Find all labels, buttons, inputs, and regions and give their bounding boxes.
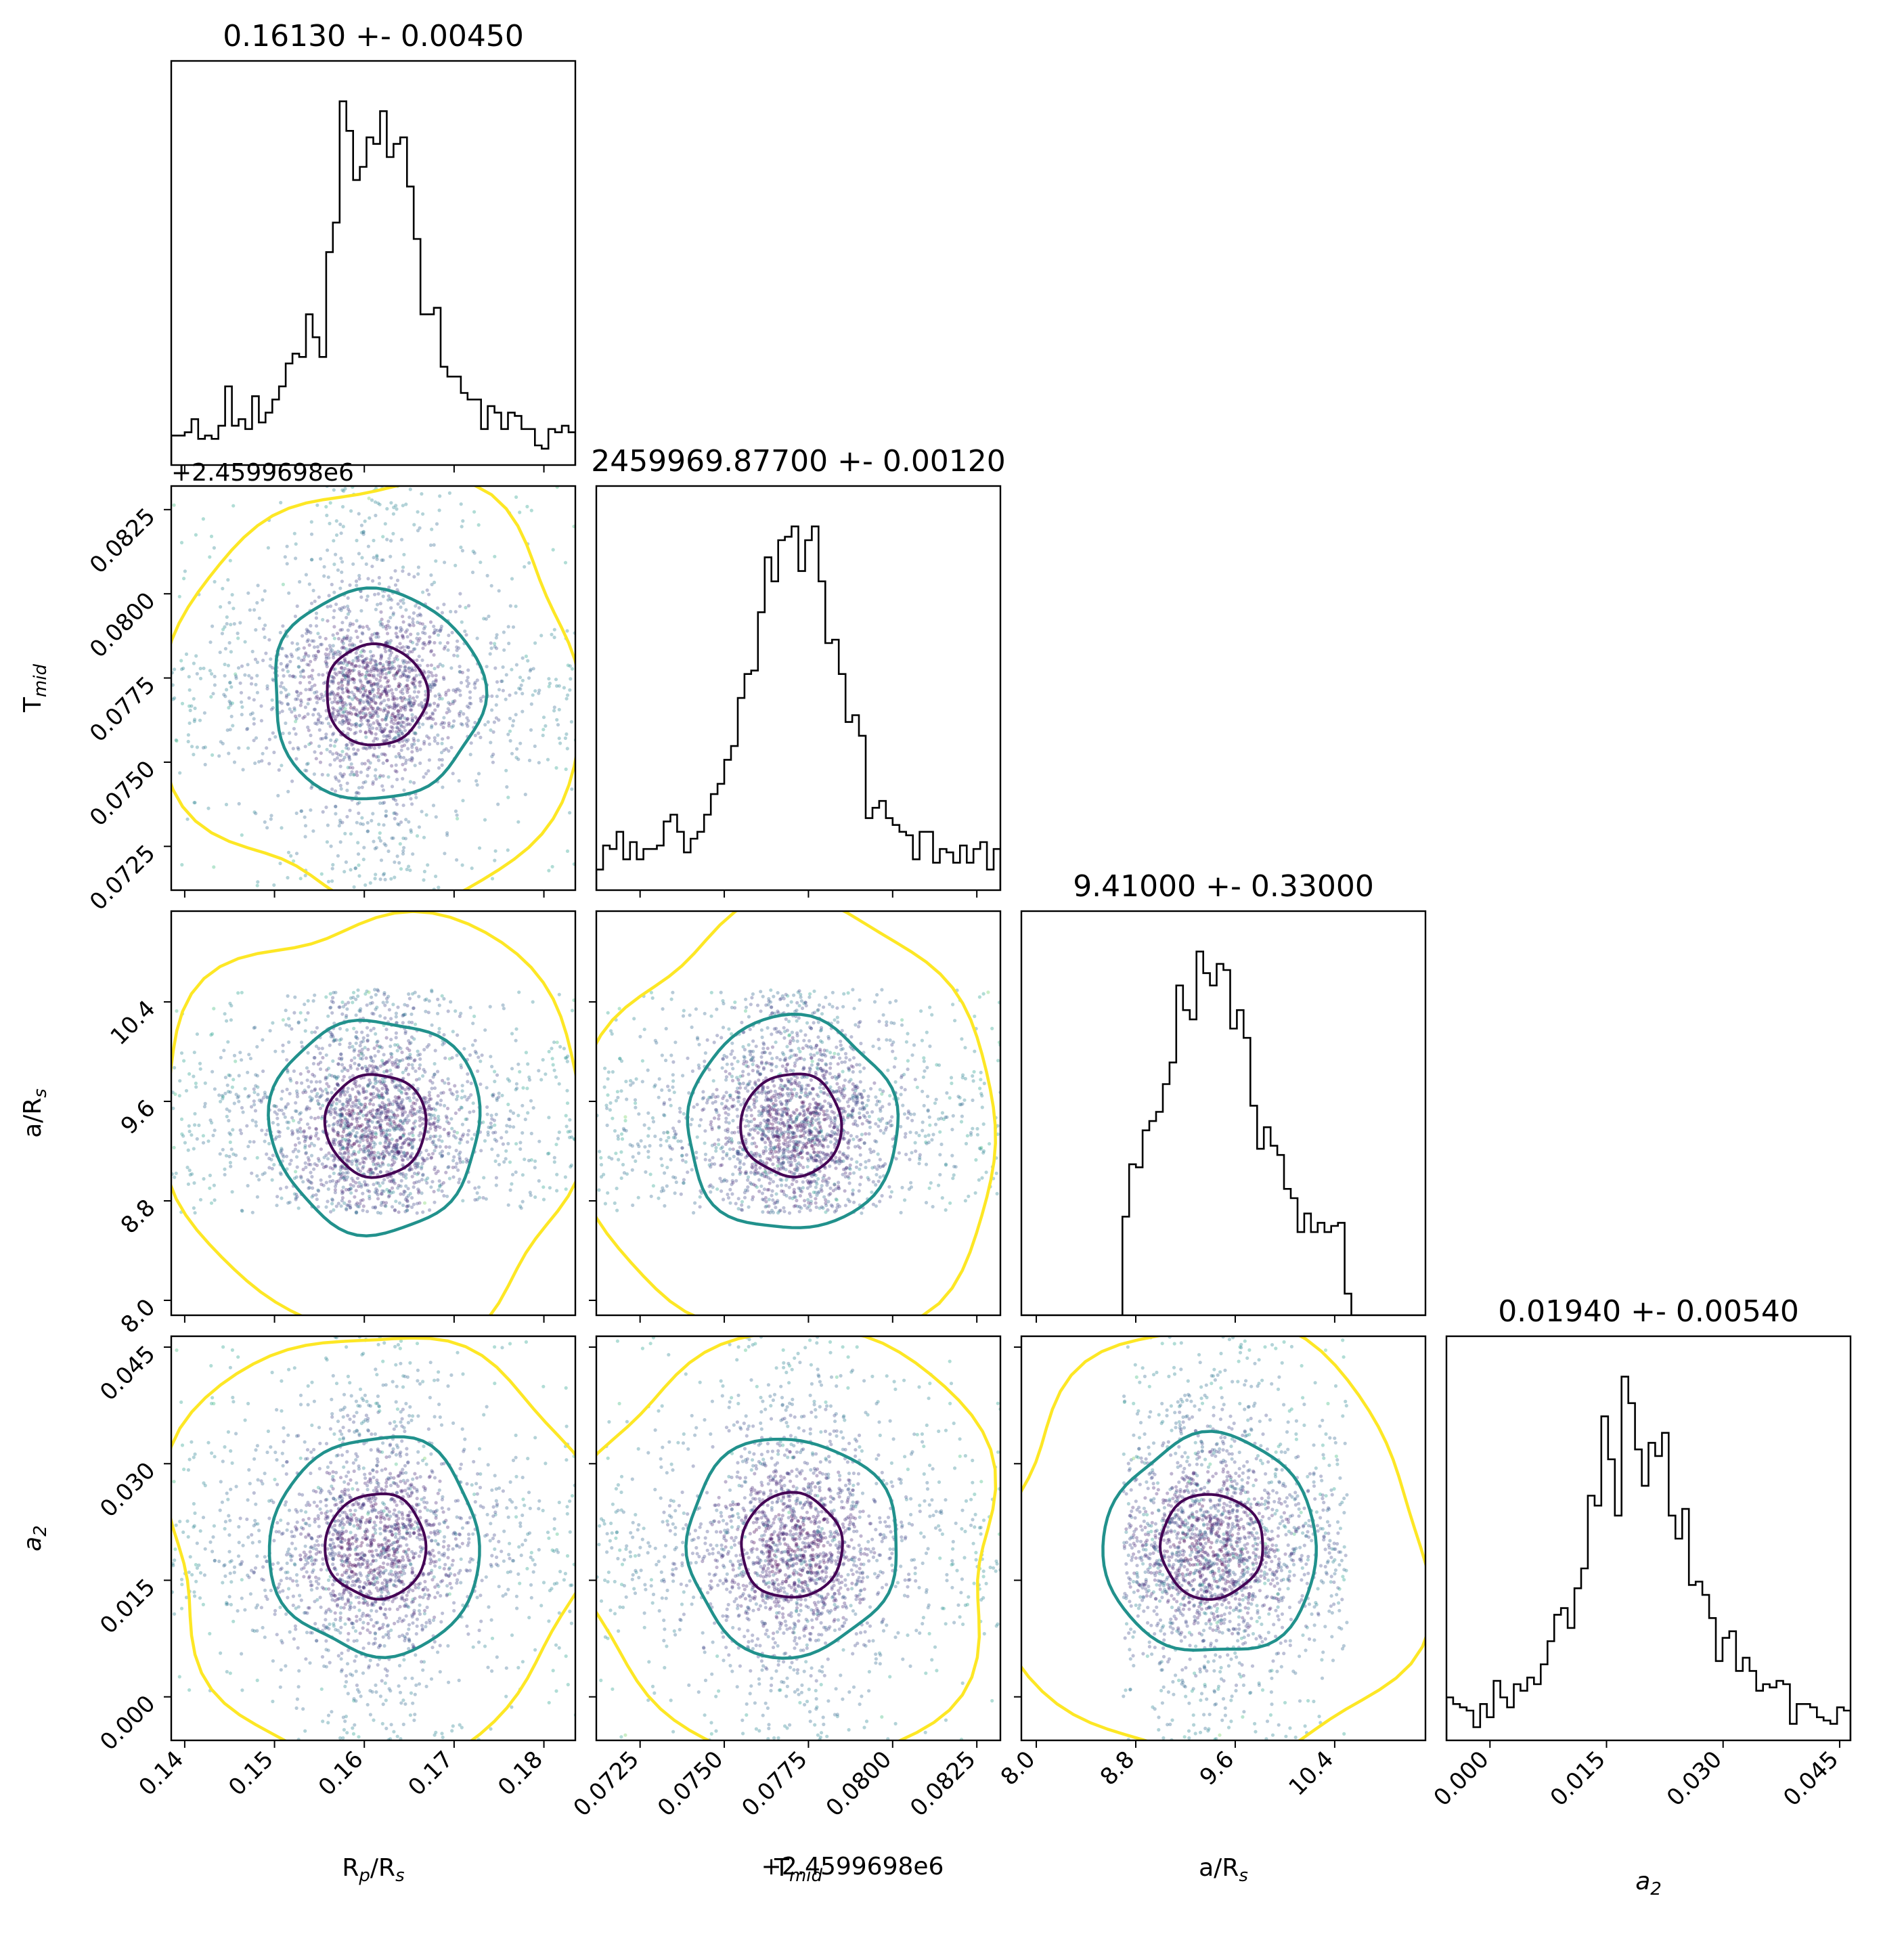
- xtick-tmid: 0.0825: [905, 1746, 981, 1822]
- ytick-ars: 10.4: [106, 995, 161, 1051]
- ytick-a2: 0.015: [95, 1574, 160, 1640]
- ytick-a2: 0.045: [95, 1340, 160, 1406]
- xtick-rp: 0.17: [403, 1746, 458, 1801]
- xtick-tmid: 0.0725: [569, 1746, 644, 1822]
- xtick-offset-tmid: +2.4599698e6: [761, 1853, 944, 1880]
- title-a2: 0.01940 +- 0.00540: [1498, 1294, 1799, 1329]
- ylabel-a2: a2: [19, 1525, 51, 1552]
- xtick-ars: 10.4: [1283, 1746, 1339, 1801]
- xlabel-tmid: Tmid: [774, 1854, 823, 1886]
- ytick-ars: 8.0: [116, 1294, 161, 1339]
- xtick-tmid: 0.0750: [652, 1746, 728, 1822]
- ytick-a2: 0.030: [95, 1457, 160, 1522]
- xtick-rp: 0.15: [223, 1746, 279, 1801]
- panel-rp-rp: 0.16130 +- 0.00450: [170, 19, 577, 472]
- ytick-a2: 0.000: [95, 1690, 160, 1756]
- ytick-tmid: 0.0800: [85, 587, 160, 663]
- xtick-tmid: 0.0775: [736, 1746, 812, 1822]
- xtick-a2: 0.015: [1545, 1746, 1611, 1811]
- xtick-rp: 0.18: [493, 1746, 548, 1801]
- xtick-ars: 9.6: [1195, 1746, 1240, 1791]
- ylabel-tmid: Tmid: [19, 663, 51, 713]
- title-ars: 9.41000 +- 0.33000: [1073, 869, 1374, 904]
- ytick-tmid: 0.0825: [85, 503, 160, 579]
- panel-rp-ars: 8.0 8.8 9.6 10.4: [106, 910, 577, 1339]
- xtick-tmid: 0.0800: [821, 1746, 897, 1822]
- xlabel-rp: Rp/Rs: [342, 1854, 404, 1886]
- xlabel-a2: a2: [1635, 1868, 1662, 1899]
- xtick-rp: 0.14: [133, 1746, 189, 1801]
- title-tmid: 2459969.87700 +- 0.00120: [591, 444, 1006, 479]
- panel-rp-a2: 0.14 0.15 0.16 0.17 0.18 0.000 0.015 0.030 0.045: [95, 1335, 577, 1801]
- xtick-ars: 8.0: [996, 1746, 1041, 1791]
- histogram-ars: [1021, 950, 1425, 1315]
- xtick-a2: 0.030: [1662, 1746, 1727, 1811]
- xtick-ars: 8.8: [1095, 1746, 1141, 1791]
- panel-ars-a2: 8.0 8.8 9.6 10.4: [996, 1335, 1427, 1801]
- ytick-tmid: 0.0775: [85, 672, 160, 747]
- histogram-a2: [1446, 1376, 1851, 1740]
- panel-ars-ars: 9.41000 +- 0.33000: [1020, 869, 1427, 1323]
- panel-rp-tmid: 0.0725 0.0750 0.0775 0.0800 0.0825: [85, 485, 577, 916]
- ytick-tmid: 0.0725: [85, 839, 160, 915]
- panel-a2-a2: 0.01940 +- 0.00540 0.000 0.015 0.030 0.045: [1429, 1294, 1852, 1811]
- xlabel-ars: a/Rs: [1199, 1854, 1248, 1886]
- xtick-rp: 0.16: [313, 1746, 369, 1801]
- histogram-tmid: [596, 525, 1000, 890]
- ytick-ars: 9.6: [116, 1095, 161, 1140]
- xtick-a2: 0.045: [1778, 1746, 1844, 1811]
- ytick-offset-tmid: +2.4599698e6: [171, 459, 354, 487]
- ytick-tmid: 0.0750: [85, 755, 160, 831]
- xtick-a2: 0.000: [1429, 1746, 1495, 1811]
- ytick-ars: 8.8: [116, 1194, 161, 1239]
- panel-tmid-a2: 0.0725 0.0750 0.0775 0.0800 0.0825: [569, 1335, 1002, 1822]
- panel-tmid-ars: [589, 910, 1002, 1323]
- panel-tmid-tmid: 2459969.87700 +- 0.00120: [591, 444, 1006, 898]
- ylabel-ars: a/Rs: [19, 1088, 51, 1138]
- histogram-rp: [171, 100, 575, 465]
- title-rp: 0.16130 +- 0.00450: [223, 19, 524, 53]
